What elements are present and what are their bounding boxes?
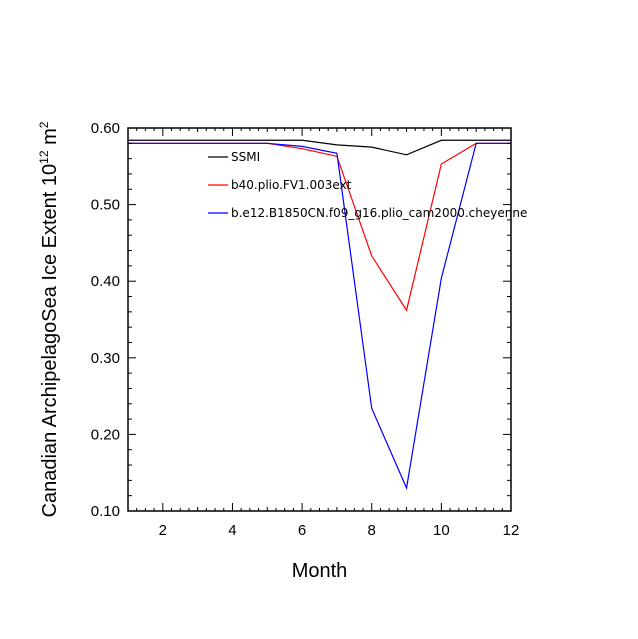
series-line-3 bbox=[128, 142, 511, 491]
y-tick-label: 0.40 bbox=[91, 273, 120, 290]
x-tick-label: 10 bbox=[433, 522, 450, 539]
legend-label-1: SSMI bbox=[231, 150, 260, 164]
y-axis-title-exponent: 12 bbox=[37, 150, 51, 164]
y-tick-label: 0.10 bbox=[91, 503, 120, 520]
y-tick-label: 0.60 bbox=[91, 120, 120, 137]
x-tick-label: 8 bbox=[368, 522, 376, 539]
x-tick-label: 12 bbox=[503, 522, 520, 539]
legend: SSMI b40.plio.FV1.003ext b.e12.B1850CN.f09… bbox=[208, 150, 527, 220]
series-line-1 bbox=[128, 139, 511, 156]
x-tick-label: 4 bbox=[228, 522, 236, 539]
tick-layer: 2 4 6 8 10 12 0.10 0.20 0.30 0.40 0.50 0.60 bbox=[91, 120, 520, 539]
x-axis-title: Month bbox=[292, 560, 348, 582]
legend-label-2: b40.plio.FV1.003ext bbox=[231, 178, 352, 192]
y-axis-title: Canadian ArchipelagoSea Ice Extent 1012 … bbox=[37, 121, 61, 517]
y-axis-title-unit: m bbox=[39, 128, 61, 150]
y-axis-title-unit-exponent: 2 bbox=[37, 121, 51, 128]
series-layer bbox=[128, 139, 511, 491]
y-tick-label: 0.20 bbox=[91, 426, 120, 443]
y-axis-title-main: Canadian ArchipelagoSea Ice Extent 10 bbox=[39, 164, 61, 518]
x-tick-label: 2 bbox=[159, 522, 167, 539]
x-tick-label: 6 bbox=[298, 522, 306, 539]
y-tick-label: 0.50 bbox=[91, 197, 120, 214]
legend-label-3: b.e12.B1850CN.f09_g16.plio_cam2000.cheye… bbox=[231, 206, 527, 220]
y-tick-label: 0.30 bbox=[91, 350, 120, 367]
